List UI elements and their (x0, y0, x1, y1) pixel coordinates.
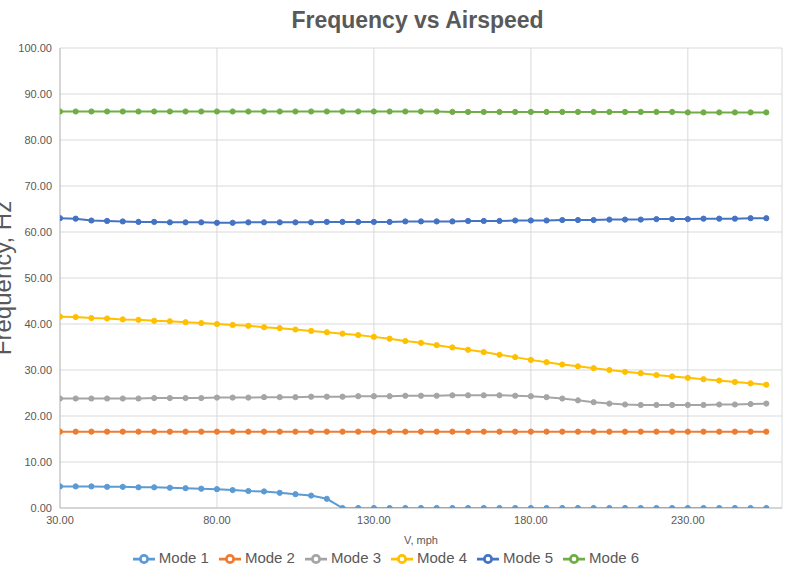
svg-text:80.00: 80.00 (24, 134, 52, 146)
svg-text:90.00: 90.00 (24, 88, 52, 100)
svg-text:60.00: 60.00 (24, 226, 52, 238)
svg-text:180.00: 180.00 (514, 514, 548, 526)
html-text:Mode 5: Mode 5 (503, 549, 554, 566)
svg-text:20.00: 20.00 (24, 410, 52, 422)
html-text:Mode 1: Mode 1 (158, 549, 209, 566)
html-text:Mode 3: Mode 3 (331, 549, 381, 566)
svg-text:30.00: 30.00 (46, 514, 74, 526)
svg-text:230.00: 230.00 (671, 514, 705, 526)
svg-text:70.00: 70.00 (24, 180, 52, 192)
svg-text:Frequency, Hz: Frequency, Hz (8, 201, 16, 355)
html-text:Frequency vs Airspeed: Frequency vs Airspeed (291, 7, 544, 33)
html-text:Mode 2: Mode 2 (244, 549, 295, 566)
svg-text:V, mph: V, mph (404, 534, 438, 546)
svg-text:80.00: 80.00 (203, 514, 231, 526)
svg-text:30.00: 30.00 (24, 364, 52, 376)
svg-text:50.00: 50.00 (24, 272, 52, 284)
svg-text:130.00: 130.00 (357, 514, 391, 526)
svg-text:0.00: 0.00 (31, 502, 52, 514)
html-text:Mode 6: Mode 6 (589, 549, 640, 566)
html-text:Mode 4: Mode 4 (417, 549, 467, 566)
svg-text:10.00: 10.00 (24, 456, 52, 468)
svg-text:100.00: 100.00 (18, 42, 52, 54)
svg-text:40.00: 40.00 (24, 318, 52, 330)
